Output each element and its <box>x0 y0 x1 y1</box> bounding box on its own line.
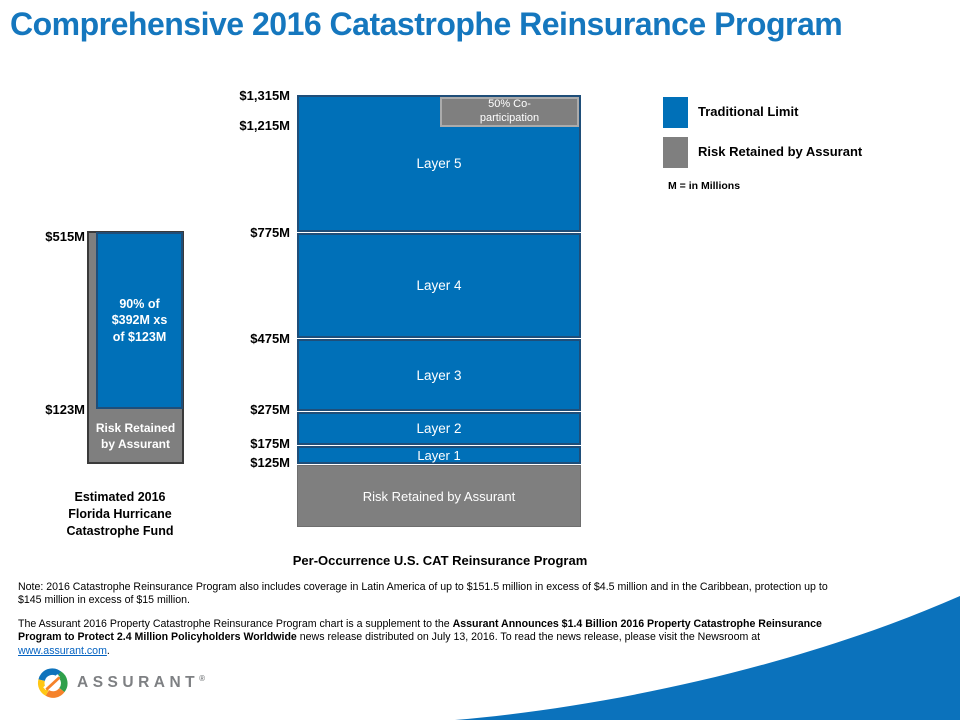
note-2-before: The Assurant 2016 Property Catastrophe R… <box>18 618 453 631</box>
note-2-after: news release distributed on July 13, 201… <box>296 631 761 644</box>
co-participation-line-1: 50% Co- <box>488 98 531 111</box>
note-paragraph-1: Note: 2016 Catastrophe Reinsurance Progr… <box>18 581 852 607</box>
fhcf-traditional-box: 90% of $392M xs of $123M <box>96 232 183 409</box>
co-participation-line-2: participation <box>479 112 540 124</box>
legend-swatch-traditional-limit <box>663 97 688 128</box>
fhcf-risk-line-1: Risk Retained <box>95 420 176 435</box>
assurant-website-link[interactable]: www.assurant.com <box>18 644 107 657</box>
fhcf-tick-123: $123M <box>45 402 85 417</box>
layer-4-label: Layer 4 <box>416 278 462 293</box>
assurant-wordmark: ASSURANT® <box>77 674 205 692</box>
fhcf-risk-line-2: by Assurant <box>101 436 170 451</box>
page-title: Comprehensive 2016 Catastrophe Reinsuran… <box>10 6 843 42</box>
fhcf-blue-line-1: 90% of <box>119 297 160 312</box>
legend-label-traditional-limit: Traditional Limit <box>698 104 799 119</box>
main-chart-caption: Per-Occurrence U.S. CAT Reinsurance Prog… <box>292 553 588 568</box>
footnotes: Note: 2016 Catastrophe Reinsurance Progr… <box>18 581 852 669</box>
assurant-swirl-icon <box>37 668 68 698</box>
main-stacked-bar: 50% Co- participation Layer 5 Layer 4 La… <box>297 95 581 527</box>
legend-label-risk-retained: Risk Retained by Assurant <box>698 144 863 159</box>
tick-475M: $475M <box>250 331 290 346</box>
tick-275M: $275M <box>250 402 290 417</box>
fhcf-retained-label: Risk Retained by Assurant <box>89 411 182 462</box>
layer-4-box: Layer 4 <box>297 233 581 338</box>
legend-millions-note: M = in Millions <box>668 180 741 192</box>
tick-1315M: $1,315M <box>239 88 290 103</box>
note-1-text: Note: 2016 Catastrophe Reinsurance Progr… <box>18 581 828 607</box>
layer-1-label: Layer 1 <box>417 447 461 463</box>
layer-5-label: Layer 5 <box>416 156 462 171</box>
tick-1215M: $1,215M <box>239 118 290 133</box>
assurant-logo: ASSURANT® <box>36 666 205 700</box>
note-paragraph-2: The Assurant 2016 Property Catastrophe R… <box>18 618 852 657</box>
risk-retained-label: Risk Retained by Assurant <box>362 488 516 504</box>
layer-3-box: Layer 3 <box>297 339 581 411</box>
fhcf-caption-line-1: Estimated 2016 <box>74 490 166 504</box>
layer-3-label: Layer 3 <box>416 367 462 383</box>
tick-775M: $775M <box>250 225 290 240</box>
fhcf-tick-515: $515M <box>45 229 85 244</box>
fhcf-blue-line-2: $392M xs <box>111 313 168 328</box>
tick-125M: $125M <box>250 455 290 470</box>
co-participation-box: 50% Co- participation <box>440 97 579 127</box>
fhcf-caption-line-3: Catastrophe Fund <box>66 523 174 538</box>
layer-2-box: Layer 2 <box>297 412 581 445</box>
layer-5-box: 50% Co- participation Layer 5 <box>297 95 581 232</box>
layer-1-box: Layer 1 <box>297 446 581 464</box>
assurant-wordmark-text: ASSURANT <box>77 674 200 692</box>
legend-swatch-risk-retained <box>663 137 688 168</box>
note-2-end: . <box>106 644 110 657</box>
tick-175M: $175M <box>250 436 290 451</box>
fhcf-caption-line-2: Florida Hurricane <box>68 506 172 521</box>
risk-retained-box: Risk Retained by Assurant <box>297 465 581 527</box>
fhcf-caption: Estimated 2016 Florida Hurricane Catastr… <box>30 489 210 540</box>
fhcf-blue-line-3: of $123M <box>112 329 167 344</box>
fhcf-retained-box: 90% of $392M xs of $123M Risk Retained b… <box>87 231 184 464</box>
layer-2-label: Layer 2 <box>416 421 462 436</box>
registered-mark: ® <box>199 673 206 683</box>
